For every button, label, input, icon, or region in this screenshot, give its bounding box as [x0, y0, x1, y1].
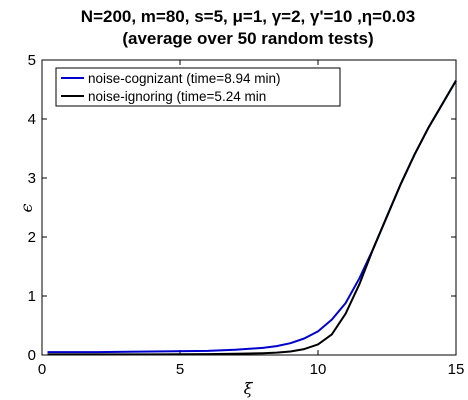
x-tick-label-15: 15 [448, 361, 465, 378]
series-lines [47, 80, 457, 356]
legend: noise-cognizant (time=8.94 min) noise-ig… [55, 67, 341, 107]
x-tick-label-10: 10 [310, 361, 327, 378]
series-line-noise-ignoring [47, 80, 457, 356]
x-tick-label-0: 0 [38, 361, 46, 378]
legend-label-noise-cognizant: noise-cognizant (time=8.94 min) [88, 71, 280, 86]
y-axis: 0 1 2 3 4 5 [28, 52, 456, 364]
chart-title-line-2: (average over 50 random tests) [122, 29, 373, 48]
y-tick-label-5: 5 [28, 52, 36, 69]
series-line-noise-cognizant [47, 80, 457, 354]
x-axis: 0 5 10 15 [38, 60, 465, 378]
legend-label-noise-ignoring: noise-ignoring (time=5.24 min [88, 89, 266, 104]
y-tick-label-0: 0 [28, 347, 36, 364]
plot-area [41, 59, 457, 356]
chart-title-line-1: N=200, m=80, s=5, μ=1, γ=2, γ'=10 ,η=0.0… [81, 7, 415, 26]
y-tick-label-3: 3 [28, 170, 36, 187]
y-axis-label: ϵ [17, 203, 36, 212]
y-tick-label-1: 1 [28, 288, 36, 305]
x-tick-label-5: 5 [176, 361, 184, 378]
legend-box [55, 67, 341, 107]
y-tick-label-2: 2 [28, 229, 36, 246]
plot-frame [41, 59, 457, 356]
y-tick-label-4: 4 [28, 111, 36, 128]
x-axis-label: ξ [244, 379, 254, 398]
